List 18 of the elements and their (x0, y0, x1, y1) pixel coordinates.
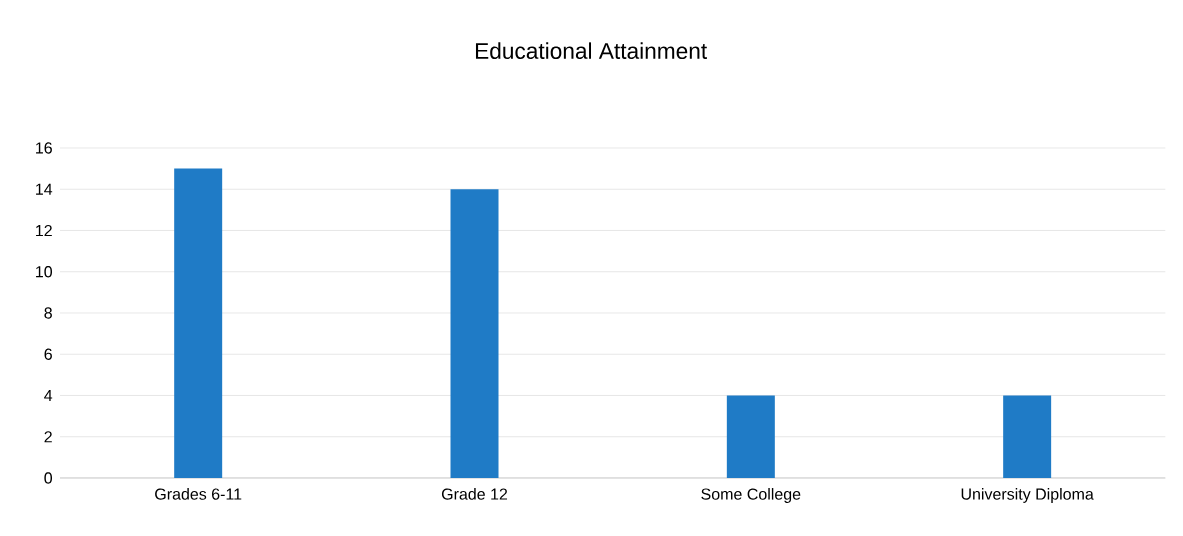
y-tick-label: 8 (44, 307, 52, 319)
x-tick-label: Some College (701, 488, 801, 503)
y-tick-label: 4 (44, 389, 53, 401)
x-tick-label: University Diploma (961, 488, 1094, 503)
chart-title: Educational Attainment (475, 42, 707, 59)
y-tick-label: 14 (36, 183, 53, 195)
bar (1003, 395, 1052, 478)
y-tick-label: 12 (36, 224, 52, 237)
y-tick-label: 6 (44, 348, 52, 360)
x-tick-label: Grades 6-11 (155, 488, 242, 500)
x-tick-label: Grade 12 (441, 488, 508, 500)
bar (174, 168, 223, 478)
y-tick-label: 2 (44, 431, 52, 443)
y-tick-label: 0 (44, 472, 53, 484)
bar (450, 189, 499, 478)
bar (726, 395, 775, 478)
y-tick-label: 16 (36, 142, 52, 154)
y-tick-label: 10 (36, 266, 53, 278)
